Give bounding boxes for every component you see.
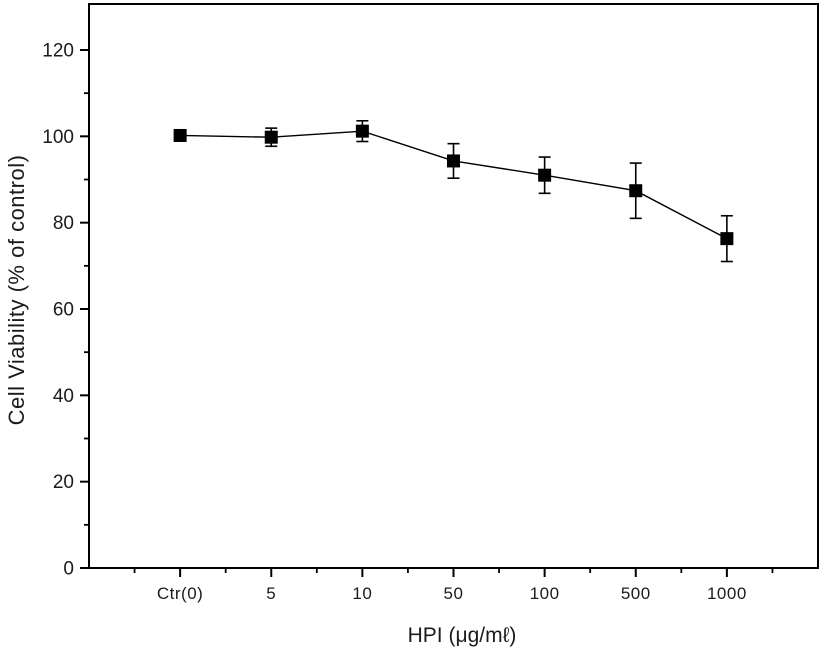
data-point-marker <box>264 130 278 144</box>
y-tick-label: 20 <box>53 472 74 493</box>
y-tick-label: 0 <box>63 559 74 580</box>
data-point-marker <box>355 124 369 138</box>
x-tick-label: 100 <box>530 584 560 603</box>
x-tick-label: 10 <box>352 584 372 603</box>
x-tick-label: 50 <box>444 584 464 603</box>
data-point-marker <box>720 232 734 246</box>
y-tick-label: 120 <box>42 41 74 62</box>
data-point-marker <box>447 154 460 168</box>
y-axis-title: Cell Viability (% of control) <box>4 154 29 426</box>
y-tick-label: 100 <box>42 127 74 148</box>
data-point-marker <box>538 168 552 182</box>
y-tick-label: 40 <box>53 386 74 407</box>
x-axis-title: HPI (μg/mℓ) <box>407 624 517 647</box>
x-tick-label: 1000 <box>707 584 747 603</box>
y-tick-label: 80 <box>53 213 74 234</box>
plot-frame <box>88 3 819 569</box>
x-tick-label: Ctr(0) <box>157 584 203 603</box>
data-point-marker <box>629 184 643 198</box>
y-tick-label: 60 <box>53 300 74 321</box>
x-tick-label: 500 <box>621 584 651 603</box>
data-point-marker <box>173 128 187 142</box>
x-tick-label: 5 <box>266 584 276 603</box>
